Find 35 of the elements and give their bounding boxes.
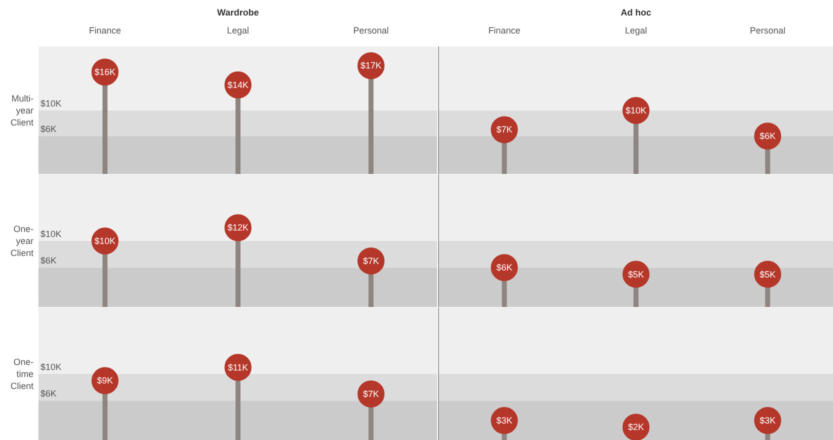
x-tick-label: Legal (226, 26, 250, 36)
data-label: $11K (228, 362, 248, 372)
band-label: $6K (40, 388, 57, 399)
data-label: $3K (760, 416, 776, 426)
data-label: $9K (96, 376, 114, 386)
data-label: $10K (625, 106, 647, 116)
data-label: $7K (362, 256, 380, 266)
data-label: $3K (496, 416, 512, 426)
chart-title: Wardrobe (217, 8, 259, 18)
band-label: $10K (40, 98, 62, 108)
data-label: $5K (628, 269, 644, 280)
data-label: $16K (94, 67, 116, 78)
y-axis-title: Multi-year Client (10, 94, 34, 128)
y-axis-title: One-year Client (10, 224, 34, 258)
data-label: $7K (496, 124, 512, 135)
x-tick-label: Finance (488, 26, 520, 36)
band-label: $6K (40, 124, 57, 134)
band-label: $10K (40, 229, 62, 239)
data-label: $6K (496, 262, 512, 273)
band-label: $10K (40, 362, 62, 372)
data-label: $14K (227, 80, 249, 90)
data-label: $7K (362, 388, 380, 399)
x-tick-label: Personal (750, 26, 786, 36)
chart-title: Ad hoc (620, 8, 652, 18)
data-label: $10K (94, 236, 116, 246)
data-label: $17K (360, 60, 382, 71)
data-label: $2K (628, 422, 644, 432)
data-label: $12K (227, 222, 249, 233)
data-label: $5K (760, 269, 776, 280)
x-tick-label: Finance (88, 26, 122, 36)
y-axis-title: One-time Client (10, 357, 34, 391)
data-label: $6K (760, 131, 776, 142)
x-tick-label: Personal (353, 26, 389, 36)
band-label: $6K (40, 256, 57, 266)
x-tick-label: Legal (624, 26, 648, 36)
